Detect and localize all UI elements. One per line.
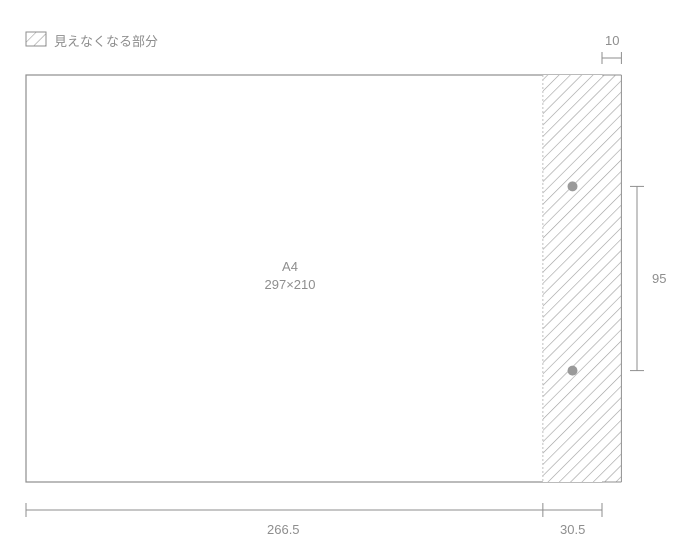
hole-top: [568, 181, 578, 191]
dim-bottom: [26, 503, 602, 517]
sheet-size-line1: A4: [240, 258, 340, 276]
dim-bottom-right-label: 30.5: [560, 522, 585, 537]
dim-right-holes: [630, 186, 644, 370]
sheet-size-line2: 297×210: [240, 276, 340, 294]
sheet-size-label: A4 297×210: [240, 258, 340, 293]
dim-top-margin: [602, 52, 621, 64]
diagram-svg: [0, 0, 690, 555]
dim-bottom-left-label: 266.5: [267, 522, 300, 537]
hole-bottom: [568, 366, 578, 376]
legend-text: 見えなくなる部分: [54, 31, 158, 50]
hidden-area: [543, 75, 622, 482]
legend-swatch: [26, 32, 46, 46]
dim-right-holes-label: 95: [652, 271, 666, 286]
dim-top-margin-label: 10: [605, 33, 619, 48]
diagram-stage: 見えなくなる部分 10 A4 297×210 95 266.5 30.5: [0, 0, 690, 555]
